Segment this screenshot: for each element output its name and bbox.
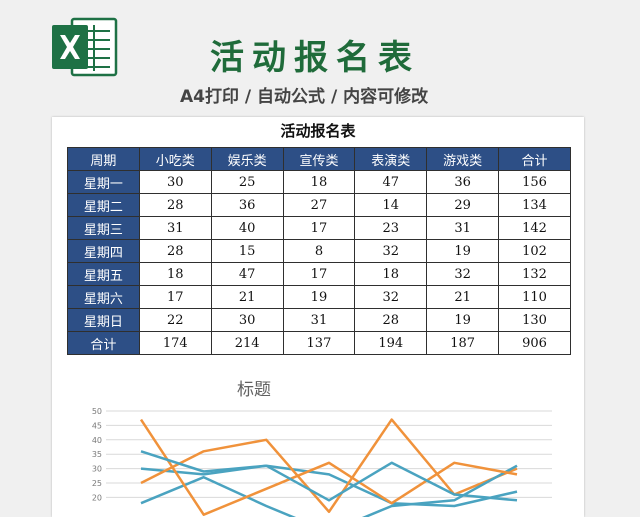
column-header: 表演类	[354, 147, 428, 171]
line-chart: 50 45 40 35 30 25 20	[92, 407, 552, 517]
table-cell: 29	[426, 193, 500, 217]
table-cell: 906	[498, 331, 571, 355]
column-header: 游戏类	[426, 147, 500, 171]
table-cell: 110	[498, 285, 571, 309]
row-label: 星期四	[67, 239, 140, 263]
row-label: 星期三	[67, 216, 140, 240]
table-cell: 19	[426, 239, 500, 263]
table-cell: 23	[354, 216, 428, 240]
table-cell: 47	[210, 262, 284, 286]
column-header: 宣传类	[282, 147, 356, 171]
table-cell: 28	[138, 193, 212, 217]
table-row: 星期三 31 40 17 23 31 142	[67, 216, 571, 240]
table-row: 星期五 18 47 17 18 32 132	[67, 262, 571, 286]
table-cell: 174	[138, 331, 212, 355]
y-tick-label: 20	[92, 493, 102, 502]
table-row: 星期四 28 15 8 32 19 102	[67, 239, 571, 263]
table-cell: 17	[282, 216, 356, 240]
table-cell: 132	[498, 262, 571, 286]
table-cell: 134	[498, 193, 571, 217]
table-cell: 32	[426, 262, 500, 286]
table-cell: 214	[210, 331, 284, 355]
table-cell: 47	[354, 170, 428, 194]
row-label: 星期二	[67, 193, 140, 217]
table-cell: 156	[498, 170, 571, 194]
table-cell: 36	[210, 193, 284, 217]
table-cell: 14	[354, 193, 428, 217]
table-cell: 28	[354, 308, 428, 332]
table-cell: 28	[138, 239, 212, 263]
column-header: 娱乐类	[210, 147, 284, 171]
table-cell: 18	[354, 262, 428, 286]
table-cell: 137	[282, 331, 356, 355]
spreadsheet-preview: 活动报名表 周期 小吃类 娱乐类 宣传类 表演类 游戏类 合计 星期一 30 2…	[52, 117, 584, 517]
table-cell: 21	[426, 285, 500, 309]
page-header: 活动报名表 A4打印 / 自动公式 / 内容可修改	[0, 0, 640, 115]
table-cell: 31	[282, 308, 356, 332]
registration-table: 周期 小吃类 娱乐类 宣传类 表演类 游戏类 合计 星期一 30 25 18 4…	[67, 147, 571, 355]
table-total-row: 合计 174 214 137 194 187 906	[67, 331, 571, 355]
table-cell: 21	[210, 285, 284, 309]
table-cell: 187	[426, 331, 500, 355]
y-tick-label: 30	[92, 465, 102, 474]
y-tick-label: 40	[92, 436, 102, 445]
row-label: 星期五	[67, 262, 140, 286]
table-cell: 32	[354, 285, 428, 309]
table-cell: 32	[354, 239, 428, 263]
table-cell: 142	[498, 216, 571, 240]
table-row: 星期日 22 30 31 28 19 130	[67, 308, 571, 332]
table-cell: 19	[426, 308, 500, 332]
table-cell: 8	[282, 239, 356, 263]
row-label: 合计	[67, 331, 140, 355]
table-row: 星期二 28 36 27 14 29 134	[67, 193, 571, 217]
y-tick-label: 50	[92, 407, 102, 416]
table-cell: 18	[282, 170, 356, 194]
table-cell: 31	[426, 216, 500, 240]
sheet-title: 活动报名表	[280, 122, 356, 140]
y-tick-label: 35	[92, 450, 102, 459]
table-cell: 40	[210, 216, 284, 240]
excel-icon	[52, 17, 118, 77]
page-title: 活动报名表	[210, 38, 420, 78]
row-label: 星期日	[67, 308, 140, 332]
table-cell: 17	[138, 285, 212, 309]
table-cell: 194	[354, 331, 428, 355]
table-cell: 18	[138, 262, 212, 286]
chart-title: 标题	[237, 380, 271, 400]
table-cell: 30	[138, 170, 212, 194]
table-row: 星期一 30 25 18 47 36 156	[67, 170, 571, 194]
row-label: 星期一	[67, 170, 140, 194]
row-label: 星期六	[67, 285, 140, 309]
column-header: 小吃类	[138, 147, 212, 171]
page-subtitle: A4打印 / 自动公式 / 内容可修改	[180, 87, 429, 107]
table-cell: 27	[282, 193, 356, 217]
y-tick-label: 25	[92, 479, 102, 488]
table-cell: 19	[282, 285, 356, 309]
table-cell: 22	[138, 308, 212, 332]
column-header: 周期	[67, 147, 140, 171]
column-header: 合计	[498, 147, 571, 171]
table-cell: 130	[498, 308, 571, 332]
table-cell: 25	[210, 170, 284, 194]
table-row: 星期六 17 21 19 32 21 110	[67, 285, 571, 309]
table-header-row: 周期 小吃类 娱乐类 宣传类 表演类 游戏类 合计	[67, 147, 571, 171]
table-cell: 31	[138, 216, 212, 240]
table-cell: 15	[210, 239, 284, 263]
table-cell: 17	[282, 262, 356, 286]
y-tick-label: 45	[92, 421, 102, 430]
table-cell: 30	[210, 308, 284, 332]
table-cell: 36	[426, 170, 500, 194]
table-cell: 102	[498, 239, 571, 263]
